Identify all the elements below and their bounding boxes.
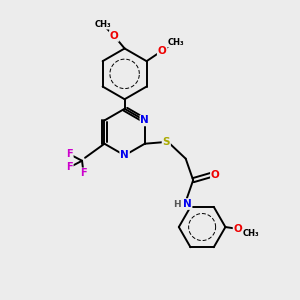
Text: N: N [120,150,129,161]
Text: O: O [234,224,242,233]
Text: CH₃: CH₃ [94,20,111,29]
Text: F: F [66,149,73,159]
Text: O: O [211,170,220,180]
Text: O: O [158,46,167,56]
Text: CH₃: CH₃ [242,230,259,238]
Text: N: N [140,116,149,125]
Text: S: S [163,137,170,147]
Text: O: O [110,31,118,41]
Text: N: N [183,199,192,209]
Text: F: F [66,162,73,172]
Text: F: F [80,168,87,178]
Text: H: H [173,200,181,208]
Text: CH₃: CH₃ [167,38,184,47]
